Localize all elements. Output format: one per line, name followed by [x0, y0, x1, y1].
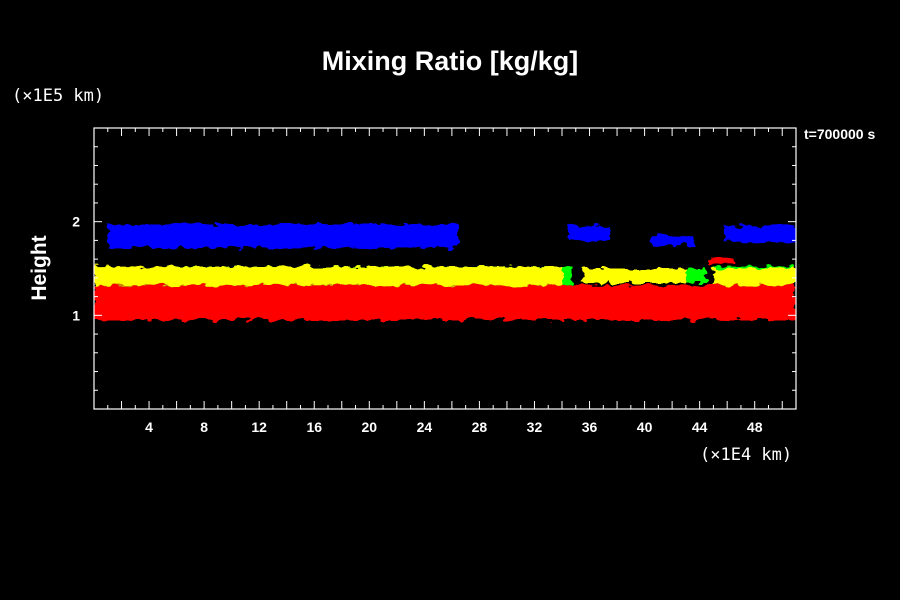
x-tick-label: 8	[200, 419, 208, 435]
y-unit-label: (×1E5 km)	[12, 86, 105, 106]
x-tick-label: 44	[692, 419, 708, 435]
x-tick-label: 40	[637, 419, 653, 435]
blue-band-3	[724, 226, 796, 243]
x-unit-label: (×1E4 km)	[700, 445, 793, 465]
yellow-band-1	[582, 268, 686, 284]
blue-band-2	[651, 235, 693, 246]
x-tick-label: 4	[145, 419, 153, 435]
x-tick-label: 48	[747, 419, 763, 435]
x-tick-label: 28	[472, 419, 488, 435]
time-label: t=700000 s	[804, 126, 876, 142]
red-band-0	[94, 285, 796, 321]
x-tick-label: 32	[527, 419, 543, 435]
plot-frame	[93, 127, 797, 410]
chart-title: Mixing Ratio [kg/kg]	[321, 46, 579, 76]
red-band-1	[706, 259, 735, 264]
x-tick-label: 24	[417, 419, 433, 435]
y-tick-label: 1	[72, 307, 80, 323]
x-tick-label: 16	[306, 419, 322, 435]
blue-band-1	[568, 226, 611, 241]
yellow-band-0	[94, 266, 562, 286]
x-tick-label: 20	[362, 419, 378, 435]
blue-band-0	[107, 224, 459, 248]
y-tick-label: 2	[72, 214, 80, 230]
x-tick-label: 36	[582, 419, 598, 435]
x-tick-label: 12	[251, 419, 267, 435]
yellow-band-2	[713, 268, 796, 286]
